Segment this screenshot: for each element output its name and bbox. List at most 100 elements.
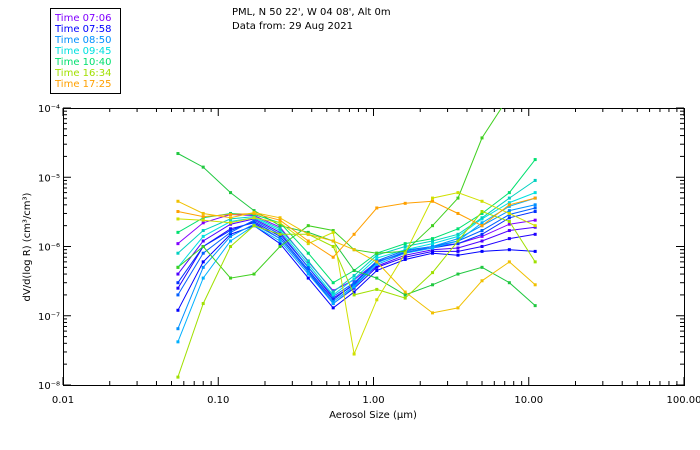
data-point xyxy=(278,234,282,238)
data-point xyxy=(229,229,233,233)
data-point xyxy=(352,290,356,294)
data-point xyxy=(306,265,310,269)
data-point xyxy=(480,232,484,236)
data-point xyxy=(252,218,256,222)
data-point xyxy=(229,216,233,220)
data-point xyxy=(533,158,537,162)
data-point xyxy=(278,237,282,241)
data-point xyxy=(431,239,435,243)
data-point xyxy=(480,229,484,233)
data-point xyxy=(431,224,435,228)
data-point xyxy=(507,222,511,226)
data-point xyxy=(278,225,282,229)
data-point xyxy=(252,210,256,214)
data-point xyxy=(533,203,537,207)
data-point xyxy=(533,260,537,264)
data-point xyxy=(331,255,335,259)
data-point xyxy=(229,227,233,231)
data-point xyxy=(352,232,356,236)
data-point xyxy=(176,293,180,297)
data-point xyxy=(306,251,310,255)
data-point xyxy=(201,239,205,243)
data-point xyxy=(352,285,356,289)
y-tick-label: 10⁻⁴ xyxy=(38,104,60,115)
data-point xyxy=(252,272,256,276)
data-point xyxy=(278,229,282,233)
data-point xyxy=(507,191,511,195)
data-point xyxy=(534,86,537,89)
data-series xyxy=(176,86,537,379)
data-point xyxy=(507,216,511,220)
data-point xyxy=(507,248,511,252)
data-point xyxy=(278,224,282,228)
series-line xyxy=(177,108,503,279)
data-point xyxy=(352,269,356,273)
data-point xyxy=(176,375,180,379)
legend-box xyxy=(50,8,121,94)
plot-frame xyxy=(63,108,685,386)
legend-entry: Time 17:25 xyxy=(54,79,111,90)
data-point xyxy=(375,260,379,264)
data-point xyxy=(331,290,335,294)
data-point xyxy=(331,230,335,234)
data-point xyxy=(306,272,310,276)
data-point xyxy=(507,211,511,215)
data-point xyxy=(533,225,537,229)
data-point xyxy=(331,281,335,285)
data-point xyxy=(201,229,205,233)
data-point xyxy=(306,276,310,280)
data-point xyxy=(375,287,379,291)
data-point xyxy=(456,227,460,231)
data-point xyxy=(533,178,537,182)
data-point xyxy=(201,165,205,169)
data-point xyxy=(278,232,282,236)
data-point xyxy=(508,94,511,97)
data-point xyxy=(533,210,537,214)
data-point xyxy=(176,272,180,276)
data-point xyxy=(201,265,205,269)
data-point xyxy=(229,276,233,280)
data-point xyxy=(278,221,282,225)
data-point xyxy=(480,239,484,243)
data-point xyxy=(431,245,435,248)
data-point xyxy=(375,276,379,280)
data-point xyxy=(533,249,537,253)
data-point xyxy=(480,224,484,228)
data-point xyxy=(533,196,537,200)
data-point xyxy=(507,201,511,205)
data-point xyxy=(176,230,180,234)
data-point xyxy=(352,281,356,285)
data-point xyxy=(480,265,484,269)
data-point xyxy=(176,265,180,269)
data-point xyxy=(201,234,205,238)
data-point xyxy=(480,234,484,238)
data-point xyxy=(278,245,282,248)
legend-entry: Time 10:40 xyxy=(54,57,111,68)
data-point xyxy=(306,230,310,234)
data-point xyxy=(331,302,335,306)
data-point xyxy=(352,274,356,278)
data-point xyxy=(480,199,484,203)
data-point xyxy=(306,239,310,243)
data-point xyxy=(456,191,460,195)
data-point xyxy=(431,246,435,250)
data-point xyxy=(507,229,511,233)
data-point xyxy=(352,352,356,356)
data-point xyxy=(480,136,484,140)
data-point xyxy=(403,245,407,248)
data-point xyxy=(331,294,335,298)
data-point xyxy=(352,293,356,297)
series-1055 xyxy=(176,152,537,308)
data-point xyxy=(229,234,233,238)
data-point xyxy=(456,237,460,241)
y-tick-label: 10⁻⁶ xyxy=(38,243,60,254)
data-point xyxy=(278,242,282,246)
data-point xyxy=(352,277,356,281)
data-point xyxy=(176,340,180,344)
data-point xyxy=(456,242,460,246)
data-point xyxy=(375,256,379,260)
data-point xyxy=(331,293,335,297)
data-point xyxy=(431,251,435,255)
data-point xyxy=(456,306,460,310)
axis-ticks: 0.01 0.10 1.00 10.00 100.00 10⁻⁸ 10⁻⁷ 10⁻⁶ 10⁻⁵ 1… xyxy=(38,104,700,406)
